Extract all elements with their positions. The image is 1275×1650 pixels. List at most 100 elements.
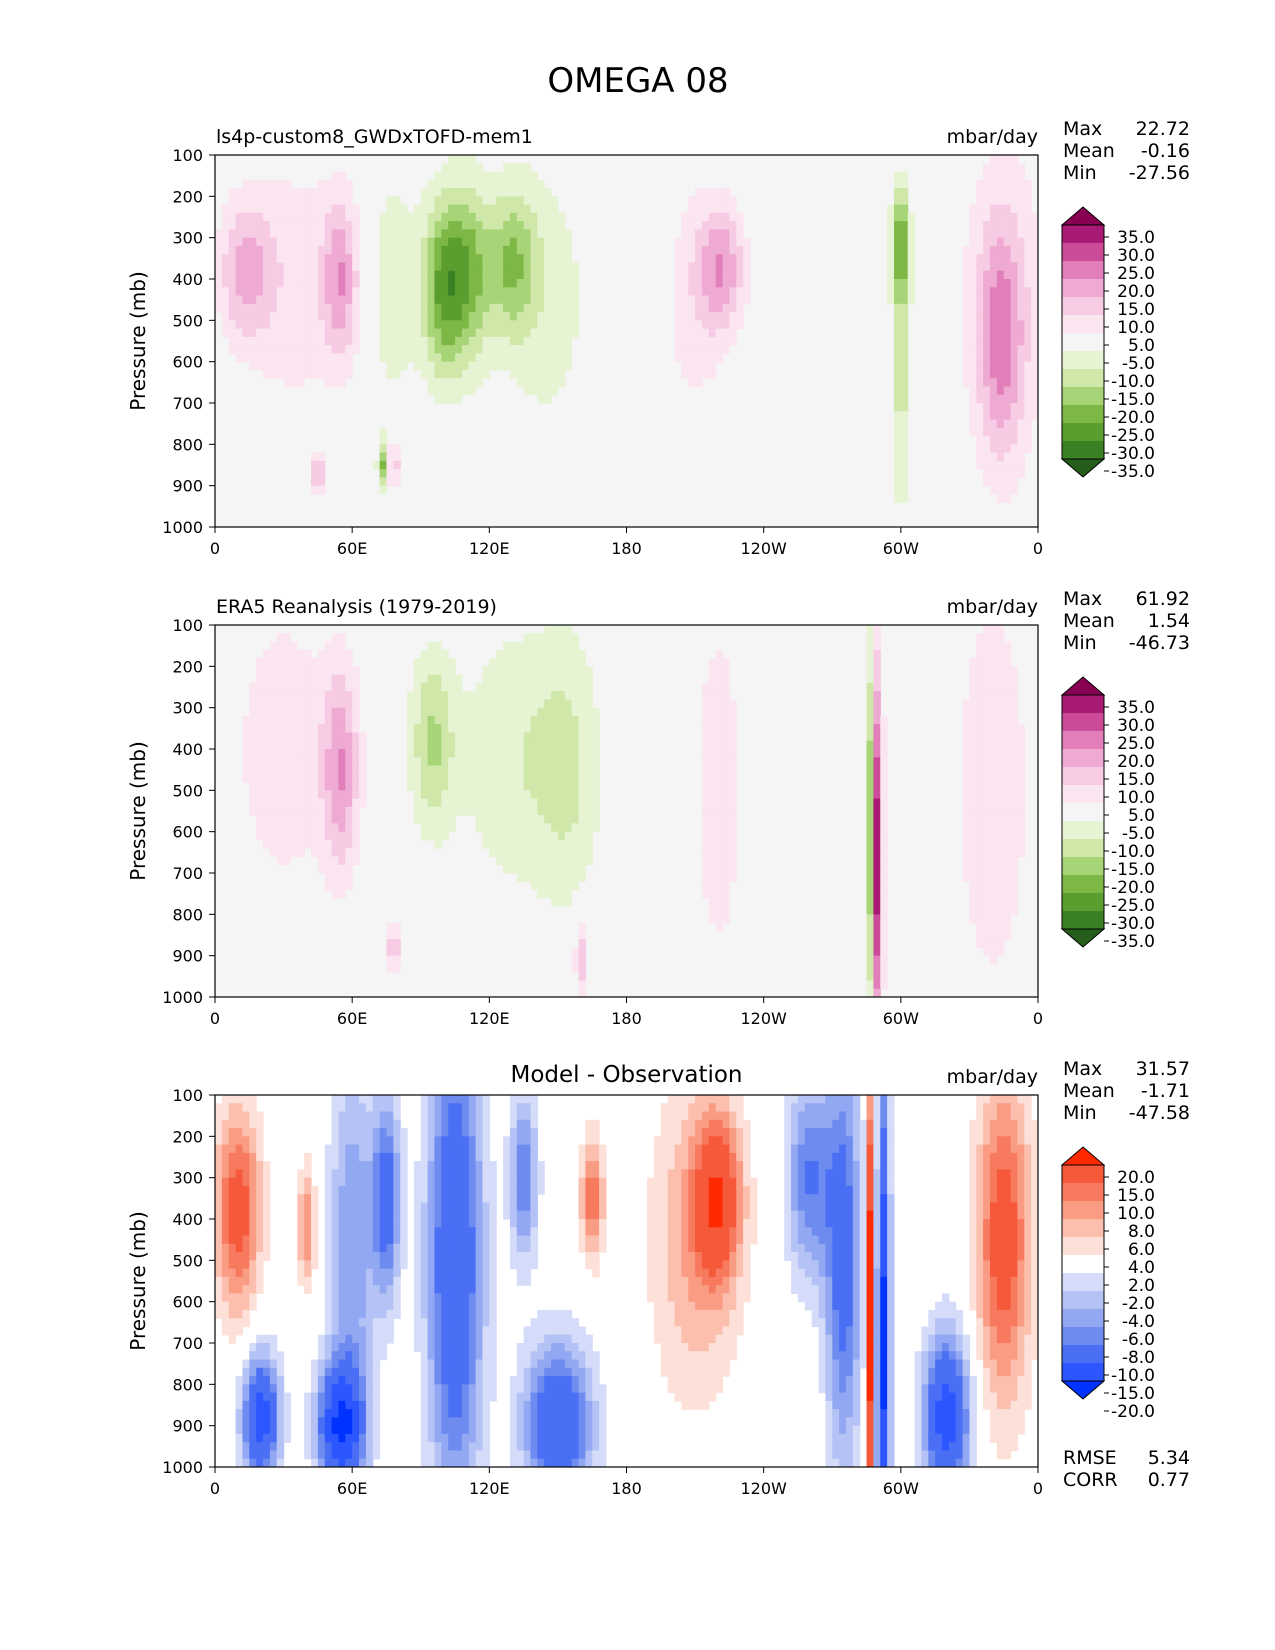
contour-cell xyxy=(715,312,724,321)
contour-cell xyxy=(688,312,696,321)
contour-cell xyxy=(263,823,271,833)
contour-cell xyxy=(667,1210,676,1220)
contour-cell xyxy=(996,724,1005,734)
contour-cell xyxy=(283,682,292,692)
contour-cell xyxy=(873,881,881,891)
x-tick-label: 180 xyxy=(611,539,642,558)
contour-cell xyxy=(989,955,998,965)
contour-cell xyxy=(509,823,518,833)
contour-cell xyxy=(976,749,984,758)
contour-cell xyxy=(455,188,463,197)
contour-cell xyxy=(900,460,909,470)
contour-cell xyxy=(468,204,477,214)
contour-cell xyxy=(331,649,340,659)
contour-cell xyxy=(523,1144,532,1154)
contour-cell xyxy=(551,724,559,734)
contour-cell xyxy=(695,254,703,264)
contour-cell xyxy=(461,204,470,214)
contour-cell xyxy=(653,1144,662,1154)
contour-cell xyxy=(269,221,278,230)
contour-cell xyxy=(989,798,998,808)
x-tick-label: 120W xyxy=(740,539,787,558)
contour-cell xyxy=(873,864,881,874)
contour-cell xyxy=(1010,839,1019,849)
contour-cell xyxy=(551,889,559,899)
contour-cell xyxy=(249,1152,257,1162)
contour-cell xyxy=(708,221,717,230)
contour-cell xyxy=(1031,312,1038,321)
contour-cell xyxy=(825,1169,833,1179)
contour-cell xyxy=(496,212,504,222)
contour-cell xyxy=(996,221,1005,230)
contour-cell xyxy=(564,831,573,841)
contour-cell xyxy=(482,1103,490,1113)
contour-cell xyxy=(489,740,497,750)
contour-cell xyxy=(983,1111,991,1121)
contour-cell xyxy=(475,188,484,197)
contour-cell xyxy=(393,328,401,338)
contour-cell xyxy=(386,1119,394,1129)
contour-cell xyxy=(1010,889,1019,899)
contour-cell xyxy=(345,312,353,321)
contour-cell xyxy=(989,1144,998,1154)
contour-cell xyxy=(722,848,730,858)
contour-cell xyxy=(304,254,312,264)
contour-cell xyxy=(1010,707,1019,717)
contour-cell xyxy=(256,1219,264,1228)
contour-cell xyxy=(976,460,984,470)
contour-cell xyxy=(722,765,730,775)
contour-cell xyxy=(976,765,984,775)
contour-cell xyxy=(345,724,353,734)
contour-cell xyxy=(461,237,470,247)
contour-cell xyxy=(880,1128,888,1137)
contour-cell xyxy=(551,312,559,321)
contour-cell xyxy=(468,237,477,247)
contour-cell xyxy=(989,922,998,932)
contour-cell xyxy=(578,691,586,700)
contour-cell xyxy=(317,303,326,313)
contour-cell xyxy=(660,1194,669,1204)
contour-cell xyxy=(311,245,319,255)
contour-cell xyxy=(537,641,545,651)
contour-cell xyxy=(468,740,477,750)
contour-cell xyxy=(400,262,408,272)
contour-cell xyxy=(420,204,429,214)
contour-cell xyxy=(427,303,436,313)
contour-cell xyxy=(722,320,730,330)
contour-cell xyxy=(976,1128,984,1137)
contour-cell xyxy=(701,889,710,899)
contour-cell xyxy=(983,345,991,354)
contour-cell xyxy=(441,229,449,239)
contour-cell xyxy=(304,1219,312,1228)
contour-cell xyxy=(304,1169,312,1179)
contour-cell xyxy=(537,757,545,767)
contour-cell xyxy=(818,1136,826,1146)
contour-cell xyxy=(482,798,490,808)
contour-cell xyxy=(900,394,909,404)
contour-cell xyxy=(962,303,971,313)
contour-cell xyxy=(269,295,278,305)
contour-cell xyxy=(893,212,902,222)
contour-cell xyxy=(701,1136,710,1146)
contour-cell xyxy=(304,270,312,280)
contour-cell xyxy=(983,633,991,643)
contour-cell xyxy=(496,270,504,280)
contour-cell xyxy=(557,369,566,379)
contour-cell xyxy=(976,378,984,388)
contour-cell xyxy=(393,229,401,239)
contour-cell xyxy=(263,831,271,841)
contour-cell xyxy=(503,1185,511,1195)
contour-cell xyxy=(530,1136,538,1146)
contour-cell xyxy=(544,312,552,321)
contour-cell xyxy=(887,229,895,239)
contour-cell xyxy=(482,707,490,717)
contour-cell xyxy=(537,229,545,239)
contour-cell xyxy=(893,353,902,363)
contour-cell xyxy=(523,699,532,709)
contour-cell xyxy=(523,732,532,742)
contour-cell xyxy=(551,328,559,338)
contour-cell xyxy=(969,889,977,899)
contour-cell xyxy=(983,823,991,833)
contour-cell xyxy=(413,658,422,667)
contour-cell xyxy=(283,353,292,363)
